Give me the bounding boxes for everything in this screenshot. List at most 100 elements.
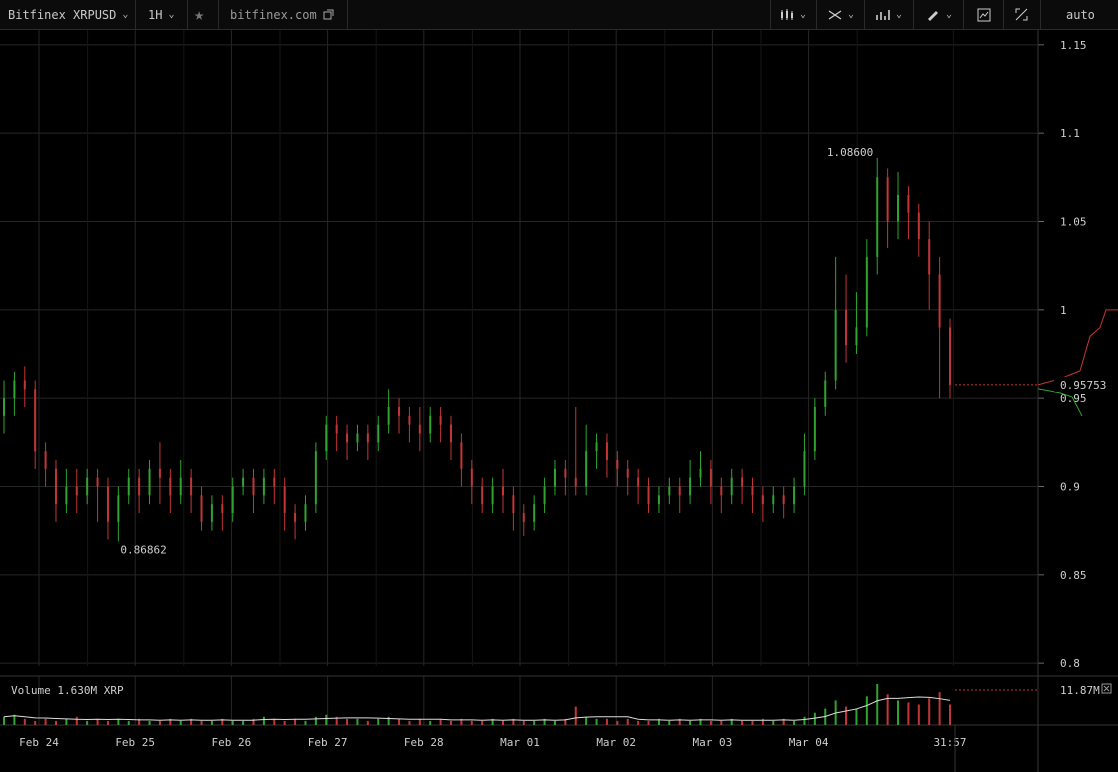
candle-body — [325, 424, 328, 452]
candle-body — [845, 309, 848, 346]
candle-body — [501, 486, 504, 496]
volume-bar — [34, 720, 37, 725]
candle-body — [647, 486, 650, 505]
candle-body — [460, 442, 463, 469]
volume-bar — [242, 720, 245, 725]
volume-bar — [605, 718, 608, 725]
candle-body — [626, 468, 629, 478]
scale-mode-button[interactable]: auto — [1066, 0, 1095, 29]
candle-body — [689, 477, 692, 496]
candle-body — [54, 468, 57, 505]
date-tick-label: Feb 24 — [19, 736, 59, 749]
candle-body — [741, 477, 744, 487]
candle-body — [231, 486, 234, 513]
volume-bar — [949, 704, 951, 725]
volume-bar — [169, 718, 172, 725]
candle-countdown-label: 31:57 — [933, 736, 966, 749]
volume-bar — [13, 714, 16, 725]
symbol-selector[interactable]: Bitfinex XRPUSD ⌄ — [8, 0, 128, 29]
candle-body — [387, 407, 390, 425]
candle-body — [657, 495, 660, 505]
candle-body — [491, 486, 494, 505]
volume-bar — [179, 720, 182, 725]
volume-bar — [366, 720, 369, 725]
candle-body — [398, 407, 401, 416]
snapshot-icon — [977, 8, 991, 21]
interval-selector[interactable]: 1H ⌄ — [148, 0, 174, 29]
compare-button[interactable]: ⌄ — [828, 0, 854, 29]
candle-body — [533, 504, 536, 522]
price-tick-label: 1.1 — [1060, 127, 1080, 140]
date-tick-label: Mar 02 — [596, 736, 636, 749]
candle-body — [148, 468, 151, 496]
volume-bar — [127, 720, 130, 725]
volume-close-icon — [1101, 683, 1112, 694]
indicators-button[interactable]: ⌄ — [876, 0, 902, 29]
volume-bar — [574, 706, 577, 725]
volume-bar — [533, 720, 536, 725]
chevron-down-icon: ⌄ — [168, 9, 175, 20]
chart-type-button[interactable]: ⌄ — [780, 0, 806, 29]
volume-bar — [512, 718, 515, 725]
volume-bar — [54, 720, 57, 725]
candle-body — [678, 486, 681, 496]
candle-body — [897, 195, 900, 222]
candle-body — [709, 468, 712, 487]
candle-body — [917, 212, 920, 240]
volume-bar — [689, 720, 692, 725]
candle-body — [824, 380, 827, 407]
candle-body — [127, 477, 130, 496]
volume-bar — [96, 718, 99, 725]
volume-bar — [481, 720, 484, 725]
volume-bar — [221, 718, 224, 725]
volume-bar — [304, 720, 307, 725]
price-tick-label: 0.85 — [1060, 569, 1087, 582]
candle-body — [855, 327, 858, 346]
candle-body — [408, 415, 411, 425]
date-tick-label: Feb 26 — [212, 736, 252, 749]
candle-body — [512, 495, 515, 513]
price-tick-label: 1.15 — [1060, 39, 1087, 52]
volume-bar — [564, 718, 567, 725]
volume-bar — [210, 720, 213, 725]
last-price-label: 0.95753 — [1060, 379, 1106, 392]
candle-body — [418, 424, 421, 434]
candle-body — [761, 495, 764, 505]
external-link[interactable]: bitfinex.com — [230, 0, 334, 29]
screenshot-button[interactable] — [977, 0, 991, 29]
volume-bar — [595, 718, 598, 725]
volume-bar — [543, 718, 546, 725]
symbol-label: Bitfinex XRPUSD — [8, 7, 117, 22]
candle-body — [553, 468, 556, 487]
candle-body — [335, 424, 338, 434]
candle-body — [34, 389, 37, 452]
volume-bar — [772, 720, 775, 725]
scale-mode-label: auto — [1066, 7, 1095, 22]
date-tick-label: Mar 03 — [693, 736, 733, 749]
candle-body — [346, 433, 349, 443]
fullscreen-button[interactable] — [1015, 0, 1028, 29]
candle-body — [782, 495, 785, 505]
chevron-down-icon: ⌄ — [800, 9, 807, 20]
candle-body — [876, 177, 879, 257]
pencil-icon — [928, 10, 938, 21]
candle-body — [813, 407, 816, 452]
volume-bar — [501, 720, 504, 725]
candle-body — [595, 442, 598, 452]
candle-body — [751, 486, 754, 496]
interval-label: 1H — [148, 7, 163, 22]
candle-body — [585, 451, 588, 487]
volume-bar — [346, 718, 349, 725]
ask-depth-line — [1037, 309, 1118, 386]
volume-bar — [761, 718, 764, 725]
candle-body — [138, 477, 141, 496]
favorite-star-icon[interactable]: ★ — [194, 4, 205, 25]
candle-body — [210, 504, 213, 522]
drawing-tools-button[interactable]: ⌄ — [926, 0, 952, 29]
compare-icon — [828, 9, 842, 20]
candle-body — [304, 504, 307, 522]
volume-bar — [876, 684, 879, 725]
chevron-down-icon: ⌄ — [946, 9, 953, 20]
candle-body — [190, 477, 193, 496]
